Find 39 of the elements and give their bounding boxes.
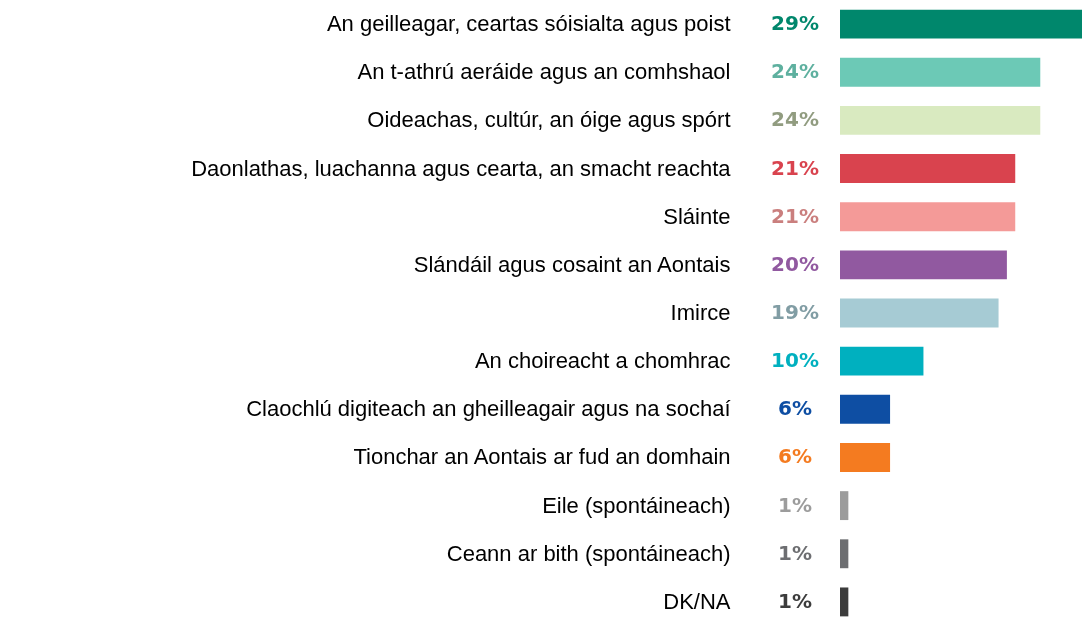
y-tick-label: Imirce	[670, 300, 731, 325]
data-label: 24%	[771, 107, 819, 132]
bar	[840, 57, 1041, 87]
data-label: 1%	[778, 588, 812, 613]
y-tick-label: Sláinte	[663, 203, 731, 229]
data-label: 10%	[771, 348, 819, 373]
y-tick-label: An choireacht a chomhrac	[474, 348, 731, 374]
data-label: 19%	[771, 300, 819, 324]
data-label: 6%	[778, 396, 812, 421]
y-tick-label: Claochlú digiteach an gheilleagair agus na sochaí	[246, 396, 731, 422]
data-label: 29%	[771, 11, 819, 36]
bar	[840, 587, 849, 617]
data-label: 21%	[771, 203, 819, 228]
bar	[840, 394, 891, 424]
data-label: 21%	[771, 155, 819, 180]
y-tick-label: DK/NA	[663, 588, 731, 614]
y-tick-label: An geilleagar, ceartas sóisialta agus poist	[326, 11, 731, 37]
data-label: 24%	[771, 59, 819, 84]
bar	[840, 250, 1007, 280]
bar	[840, 539, 849, 569]
bar	[840, 9, 1082, 39]
data-label: 1%	[778, 492, 812, 517]
bar	[840, 443, 891, 472]
data-label: 20%	[771, 251, 819, 276]
data-label: 1%	[778, 540, 812, 565]
y-tick-label: Eile (spontáineach)	[542, 492, 731, 518]
bar	[840, 491, 849, 521]
bar	[840, 298, 999, 328]
bar	[840, 346, 924, 376]
bar	[840, 202, 1016, 232]
y-tick-label: Ceann ar bith (spontáineach)	[446, 540, 731, 566]
y-tick-label: Oideachas, cultúr, an óige agus spórt	[367, 107, 731, 133]
y-tick-label: Slándáil agus cosaint an Aontais	[413, 251, 731, 277]
y-tick-label: An t-athrú aeráide agus an comhshaol	[357, 59, 731, 85]
y-tick-label: Daonlathas, luachanna agus cearta, an smacht reachta	[191, 155, 732, 181]
bar	[840, 154, 1016, 183]
data-label: 6%	[778, 444, 812, 469]
y-tick-label: Tionchar an Aontais ar fud an domhain	[353, 444, 731, 470]
bar	[840, 105, 1041, 135]
